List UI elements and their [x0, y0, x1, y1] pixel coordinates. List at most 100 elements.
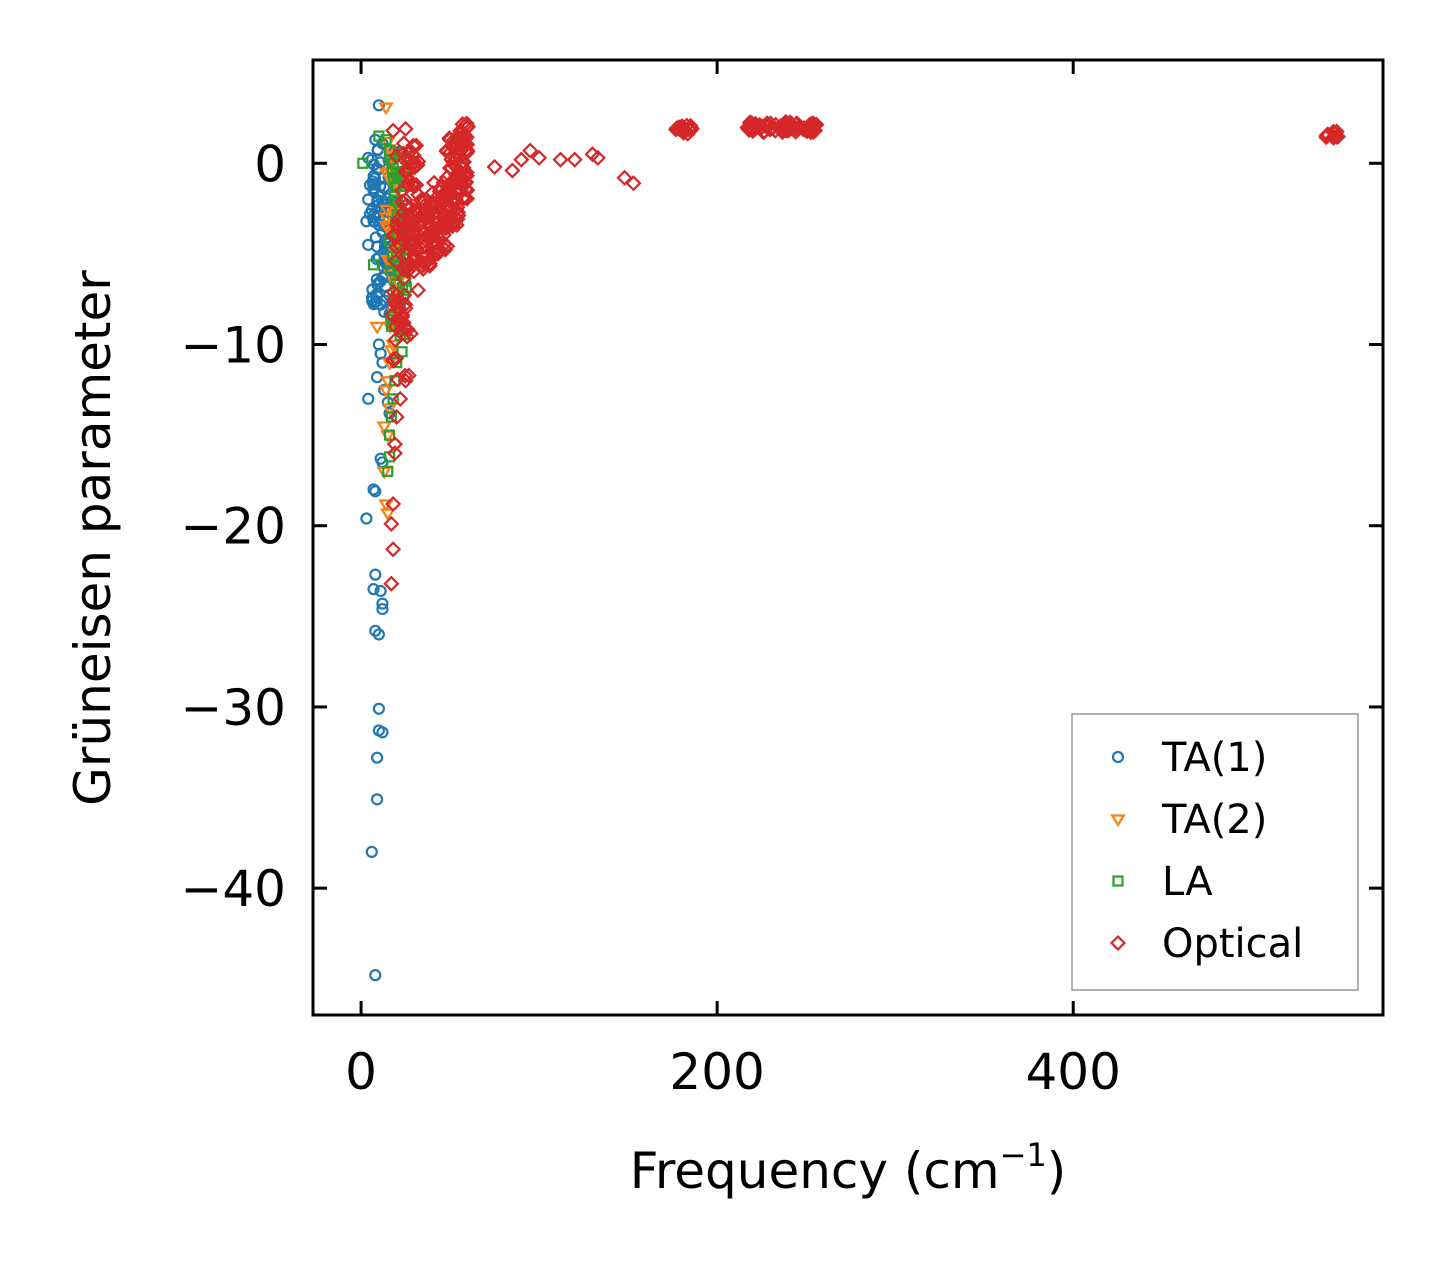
legend-marker	[1110, 814, 1126, 828]
optical-point	[400, 367, 417, 384]
optical-point	[744, 117, 761, 134]
optical-point	[405, 147, 422, 164]
optical-point	[443, 151, 460, 168]
optical-point	[451, 165, 468, 182]
optical-point	[385, 292, 402, 309]
optical-point	[448, 217, 465, 234]
legend-entry: TA(1)	[1111, 735, 1267, 781]
y-tick-label: −10	[180, 317, 286, 375]
optical-point	[771, 120, 788, 137]
optical-point	[395, 226, 412, 243]
ta-1-point	[362, 193, 375, 206]
ta-1-point	[370, 287, 384, 300]
optical-point	[673, 120, 690, 137]
ta-1-point	[362, 392, 375, 405]
optical-point	[456, 136, 473, 153]
legend-label: LA	[1162, 859, 1213, 905]
optical-point	[386, 445, 403, 462]
optical-point	[459, 182, 476, 199]
y-tick-label: −20	[180, 498, 286, 556]
optical-point	[1328, 123, 1345, 140]
optical-point	[459, 118, 476, 136]
optical-point	[486, 158, 503, 175]
x-axis-label: Frequency (cm−1)	[630, 1136, 1067, 1200]
optical-point	[1319, 126, 1336, 143]
ta-1-point	[362, 238, 375, 251]
legend-entry: LA	[1112, 859, 1213, 905]
legend-entries: TA(1) TA(2) LA Optical	[1109, 735, 1303, 967]
ta-1-point	[369, 568, 382, 581]
optical-point	[445, 216, 462, 233]
optical-point	[433, 218, 450, 235]
la-point	[383, 145, 396, 157]
legend-entry: Optical	[1109, 921, 1303, 967]
optical-point	[450, 173, 468, 190]
la-point	[387, 393, 399, 405]
ta-1-point	[374, 584, 387, 598]
optical-point	[395, 135, 412, 152]
optical-point	[388, 147, 405, 165]
optical-point	[397, 372, 414, 389]
optical-point	[504, 162, 521, 179]
ta-1-point	[370, 273, 383, 286]
optical-point	[807, 122, 824, 139]
optical-point	[780, 122, 797, 139]
x-tick-label: 400	[1025, 1043, 1120, 1101]
ta-1-point	[372, 99, 385, 112]
optical-point	[741, 118, 758, 135]
data-marks	[357, 99, 1347, 982]
optical-point	[437, 198, 454, 215]
legend-entry: TA(2)	[1110, 797, 1267, 843]
la-point	[380, 134, 392, 146]
ta-1-point	[369, 485, 382, 498]
optical-point	[439, 238, 456, 255]
ta-1-point	[372, 628, 385, 641]
optical-point	[412, 192, 429, 209]
optical-point	[392, 237, 409, 255]
ta-2-point	[378, 385, 394, 398]
x-tick-label: 0	[345, 1043, 377, 1101]
legend-marker	[1109, 934, 1127, 952]
optical-point	[789, 120, 806, 137]
ta-1-point	[372, 702, 385, 715]
optical-point	[388, 350, 405, 367]
optical-point	[396, 211, 413, 228]
optical-point	[415, 191, 432, 208]
ta-1-point	[369, 624, 382, 637]
optical-point	[402, 325, 419, 342]
optical-point	[397, 191, 414, 208]
optical-point	[397, 300, 414, 317]
optical-point	[392, 390, 409, 407]
optical-point	[393, 316, 410, 333]
optical-point	[384, 306, 401, 324]
optical-point	[390, 311, 407, 328]
optical-point	[402, 209, 419, 226]
optical-point	[531, 149, 548, 166]
optical-point	[385, 495, 402, 513]
optical-point	[399, 328, 416, 345]
legend-frame	[1071, 713, 1359, 991]
x-tick-label: 200	[669, 1043, 764, 1101]
optical-point	[387, 331, 404, 349]
optical-point	[442, 200, 459, 217]
optical-point	[552, 151, 569, 168]
ta-2-point	[378, 102, 394, 116]
ta-1-point	[365, 845, 378, 859]
optical-point	[383, 515, 400, 532]
ta-1-point	[360, 512, 373, 525]
optical-point	[406, 245, 423, 262]
optical-point	[424, 236, 441, 253]
optical-point	[616, 169, 633, 186]
ta-1-point	[367, 483, 380, 496]
optical-point	[682, 122, 699, 139]
optical-point	[1328, 128, 1345, 145]
la-point	[396, 346, 408, 358]
legend-label: Optical	[1162, 921, 1303, 967]
legend-label: TA(2)	[1161, 797, 1267, 843]
optical-point	[437, 206, 454, 223]
optical-point	[387, 253, 404, 270]
ta-1-point	[370, 793, 384, 806]
ta-2-point	[380, 508, 396, 522]
